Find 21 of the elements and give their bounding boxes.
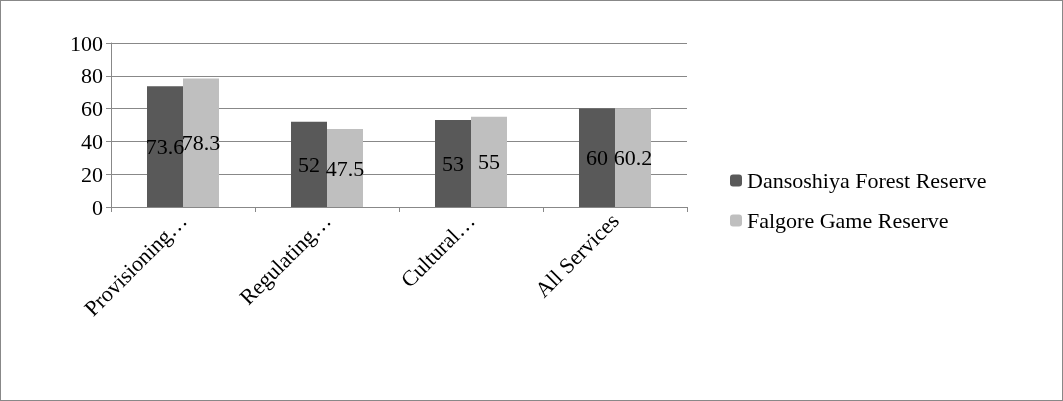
bar: [327, 129, 363, 207]
data-label: 47.5: [325, 155, 365, 181]
y-tick-label: 40: [81, 128, 103, 154]
bar: [615, 108, 651, 207]
data-label: 53: [442, 151, 464, 177]
y-tick-label: 60: [81, 96, 103, 122]
y-tick-label: 80: [81, 63, 103, 89]
legend-label: Dansoshiya Forest Reserve: [747, 168, 987, 193]
data-label: 52: [298, 151, 320, 177]
bar: [183, 78, 219, 207]
bar: [579, 108, 615, 207]
data-label: 60: [586, 145, 608, 171]
data-label: 60.2: [613, 145, 653, 171]
y-tick-label: 20: [81, 161, 103, 187]
y-tick-label: 100: [70, 30, 103, 56]
bar: [435, 120, 471, 207]
legend-label: Falgore Game Reserve: [747, 208, 949, 233]
bar: [471, 116, 507, 207]
bar: [291, 121, 327, 207]
y-tick-label: 0: [92, 194, 103, 220]
data-label: 55: [478, 149, 500, 175]
